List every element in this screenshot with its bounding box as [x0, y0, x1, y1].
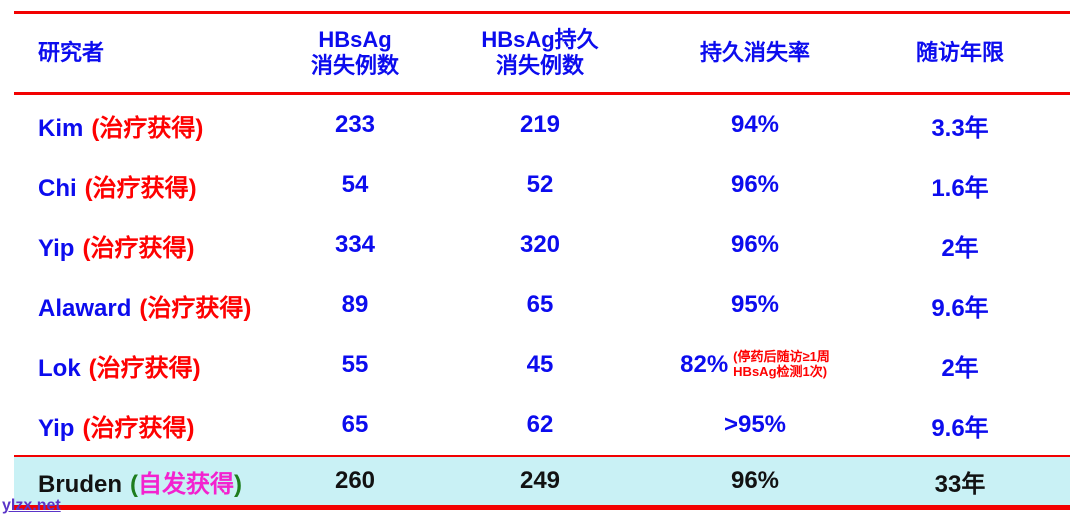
rate-annotation-line: HBsAg检测1次) [733, 364, 828, 379]
rate-cell: >95% [723, 411, 787, 438]
top-rule [14, 11, 1070, 14]
durable-cases-cell: 62 [526, 411, 554, 438]
durable-cases-cell: 219 [519, 111, 561, 138]
table-row: Yip (治疗获得) 334 320 96% 2年 [14, 215, 1070, 275]
highlight-band: Bruden (自发获得) 260 249 96% 33年 [14, 455, 1070, 510]
researcher-note: (治疗获得) [91, 114, 204, 142]
table-row: Kim (治疗获得) 233 219 94% 3.3年 [14, 95, 1070, 155]
years-cell: 9.6年 [931, 294, 989, 322]
years-cell: 9.6年 [931, 414, 989, 442]
table-row: Chi (治疗获得) 54 52 96% 1.6年 [14, 155, 1070, 215]
durable-cases-cell: 65 [526, 291, 554, 318]
cases-cell: 334 [334, 231, 376, 258]
durable-cases-cell: 320 [519, 231, 561, 258]
table-row: Alaward (治疗获得) 89 65 95% 9.6年 [14, 275, 1070, 335]
cases-cell: 233 [334, 111, 376, 138]
durable-cases-cell: 249 [519, 467, 561, 494]
header-researcher: 研究者 [14, 40, 290, 66]
header-hbsag-durable-loss: HBsAg持久 消失例数 [420, 27, 660, 79]
years-cell: 2年 [941, 354, 979, 382]
researcher-name: Kim [38, 114, 84, 142]
researcher-note: (治疗获得) [82, 234, 195, 262]
header-rule [14, 92, 1070, 95]
researcher-cell: Bruden (自发获得) [14, 464, 290, 499]
rate-cell: 95% [730, 291, 780, 318]
rate-annotation: (停药后随访≥1周 HBsAg检测1次) [733, 349, 830, 380]
rate-cell: 96% [730, 231, 780, 258]
researcher-cell: Alaward (治疗获得) [14, 288, 290, 323]
researcher-name: Yip [38, 414, 75, 442]
cases-cell: 65 [341, 411, 369, 438]
researcher-note: (治疗获得) [82, 414, 195, 442]
study-table: 研究者 HBsAg 消失例数 HBsAg持久 消失例数 持久消失率 随访年限 K… [14, 11, 1070, 510]
header-hbsag-loss: HBsAg 消失例数 [290, 27, 420, 79]
cases-cell: 55 [341, 351, 369, 378]
years-cell: 33年 [934, 470, 986, 498]
rate-cell: 94% [730, 111, 780, 138]
rate-cell: 82% (停药后随访≥1周 HBsAg检测1次) [660, 349, 850, 380]
researcher-name: Bruden [38, 470, 122, 498]
rate-cell: 96% [730, 171, 780, 198]
cases-cell: 54 [341, 171, 369, 198]
researcher-note: 自发获得 [138, 470, 234, 498]
years-cell: 2年 [941, 234, 979, 262]
table-row-highlighted: Bruden (自发获得) 260 249 96% 33年 [14, 457, 1070, 505]
rate-annotation-line: (停药后随访≥1周 [733, 349, 830, 365]
cases-cell: 260 [334, 467, 376, 494]
researcher-note: (治疗获得) [139, 294, 252, 322]
header-line: 消失例数 [310, 53, 399, 78]
researcher-name: Alaward [38, 294, 132, 322]
researcher-name: Yip [38, 234, 75, 262]
header-line: HBsAg持久 [481, 27, 599, 53]
durable-cases-cell: 45 [526, 351, 554, 378]
header-line: 消失例数 [495, 53, 584, 78]
researcher-name: Lok [38, 354, 81, 382]
table-row: Yip (治疗获得) 65 62 >95% 9.6年 [14, 395, 1070, 455]
researcher-cell: Yip (治疗获得) [14, 408, 290, 443]
cases-cell: 89 [341, 291, 369, 318]
header-line: HBsAg [318, 27, 392, 53]
header-line: 研究者 [38, 40, 105, 66]
durable-cases-cell: 52 [526, 171, 554, 198]
years-cell: 1.6年 [931, 174, 989, 202]
researcher-cell: Lok (治疗获得) [14, 348, 290, 383]
paren-open: ( [130, 470, 138, 498]
researcher-note: (治疗获得) [84, 174, 197, 202]
watermark-link[interactable]: ylzx.net [2, 497, 61, 514]
header-line: 持久消失率 [699, 40, 810, 66]
rate-cell: 96% [730, 467, 780, 494]
researcher-cell: Kim (治疗获得) [14, 108, 290, 143]
paren-close: ) [234, 470, 242, 498]
researcher-cell: Chi (治疗获得) [14, 168, 290, 203]
header-durable-loss-rate: 持久消失率 [660, 40, 850, 66]
researcher-name: Chi [38, 174, 77, 202]
table-row: Lok (治疗获得) 55 45 82% (停药后随访≥1周 HBsAg检测1次)… [14, 335, 1070, 395]
table-header-row: 研究者 HBsAg 消失例数 HBsAg持久 消失例数 持久消失率 随访年限 [14, 14, 1070, 92]
header-line: 随访年限 [915, 40, 1004, 66]
researcher-note: (治疗获得) [88, 354, 201, 382]
rate-value: 82% [680, 351, 729, 378]
researcher-cell: Yip (治疗获得) [14, 228, 290, 263]
header-followup-years: 随访年限 [850, 40, 1070, 66]
years-cell: 3.3年 [931, 114, 989, 142]
